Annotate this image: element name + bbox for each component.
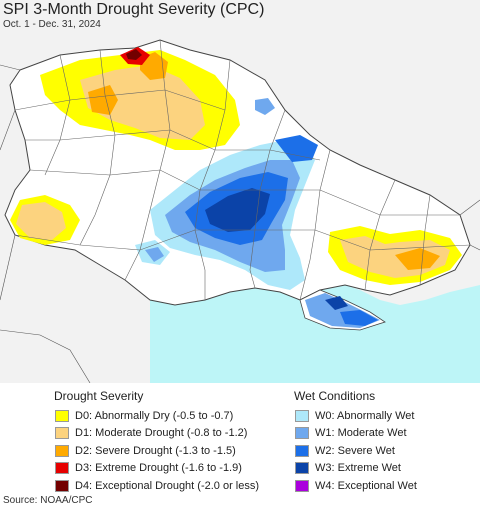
wet-legend-heading: Wet Conditions (294, 389, 376, 403)
legend-item-d2: D2: Severe Drought (-1.3 to -1.5) (52, 442, 259, 459)
d1-north (80, 65, 205, 140)
d2-north-west (88, 85, 118, 115)
w3-central (205, 188, 270, 232)
d4-north-tip (126, 49, 142, 60)
legend-item-w4: W4: Exceptional Wet (292, 477, 417, 494)
legend-label-w3: W3: Extreme Wet (315, 462, 401, 474)
legend-item-d0: D0: Abnormally Dry (-0.5 to -0.7) (52, 407, 259, 424)
oblast-boundaries (14, 39, 471, 301)
w2-crimea (340, 310, 378, 326)
page-title: SPI 3-Month Drought Severity (CPC) (3, 1, 265, 18)
swatch-d1 (55, 427, 69, 439)
swatch-d2 (55, 444, 69, 457)
swatch-w2 (295, 444, 309, 457)
swatch-d3 (55, 462, 69, 474)
legend-label-d4: D4: Exceptional Drought (-2.0 or less) (75, 479, 260, 492)
legend-label-w0: W0: Abnormally Wet (315, 409, 415, 422)
legend-item-w3: W3: Extreme Wet (292, 460, 417, 477)
swatch-d0 (55, 409, 69, 422)
legend-item-d4: D4: Exceptional Drought (-2.0 or less) (52, 477, 259, 494)
legend-label-w1: W1: Moderate Wet (315, 427, 407, 439)
neighbor-boundaries (0, 64, 480, 383)
map-canvas (0, 0, 480, 383)
w3-crimea (325, 296, 348, 310)
swatch-d4 (55, 479, 69, 492)
legend-label-w2: W2: Severe Wet (315, 444, 395, 457)
w1-west-small (145, 247, 164, 262)
legend-label-d3: D3: Extreme Drought (-1.6 to -1.9) (75, 462, 242, 474)
wet-legend: Wet Conditions W0: Abnormally Wet W1: Mo… (292, 389, 417, 495)
legend-item-d1: D1: Moderate Drought (-0.8 to -1.2) (52, 425, 259, 442)
date-range: Oct. 1 - Dec. 31, 2024 (3, 19, 101, 30)
w2-north-east (275, 135, 318, 162)
drought-map: SPI 3-Month Drought Severity (CPC) Oct. … (0, 0, 480, 383)
d2-north-tip (140, 52, 168, 80)
d1-west (16, 202, 66, 240)
drought-legend-heading: Drought Severity (54, 389, 144, 403)
drought-legend: Drought Severity D0: Abnormally Dry (-0.… (52, 389, 259, 495)
black-sea (150, 285, 480, 383)
swatch-w4 (295, 479, 309, 492)
legend-item-w1: W1: Moderate Wet (292, 425, 417, 442)
legend-item-w2: W2: Severe Wet (292, 442, 417, 459)
swatch-w0 (295, 409, 309, 422)
d2-east (395, 248, 440, 270)
legend-label-d1: D1: Moderate Drought (-0.8 to -1.2) (75, 427, 248, 439)
legend-label-w4: W4: Exceptional Wet (315, 479, 417, 492)
title-box: SPI 3-Month Drought Severity (CPC) Oct. … (0, 0, 268, 33)
w1-north-small (255, 98, 275, 115)
legend-item-w0: W0: Abnormally Wet (292, 407, 417, 424)
swatch-w3 (295, 462, 309, 474)
legend-item-d3: D3: Extreme Drought (-1.6 to -1.9) (52, 460, 259, 477)
swatch-w1 (295, 427, 309, 439)
legend-label-d2: D2: Severe Drought (-1.3 to -1.5) (75, 444, 236, 457)
legend-label-d0: D0: Abnormally Dry (-0.5 to -0.7) (75, 409, 234, 422)
source-credit: Source: NOAA/CPC (3, 495, 93, 506)
legend: Drought Severity D0: Abnormally Dry (-0.… (0, 383, 480, 492)
